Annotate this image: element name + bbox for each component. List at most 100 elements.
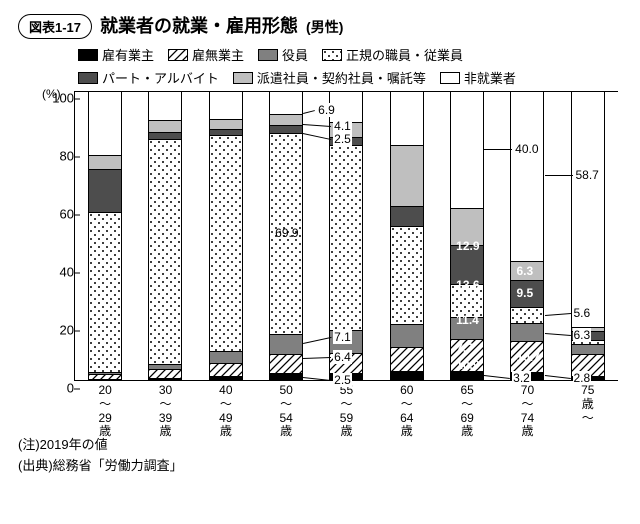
- bar-segment: [451, 284, 483, 317]
- bar-segment: [511, 307, 543, 323]
- category-slot: 75 歳 〜: [558, 91, 618, 380]
- bar-segment: [451, 245, 483, 284]
- legend-swatch: [440, 72, 460, 84]
- bar-segment: [451, 371, 483, 380]
- bar-segment: [149, 92, 181, 120]
- figure-header: 図表1-17 就業者の就業・雇用形態 (男性): [18, 12, 622, 39]
- bar-segment: [89, 212, 121, 372]
- bar-segment: [391, 226, 423, 324]
- footnotes: (注)2019年の値 (出典)総務省「労働力調査」: [18, 435, 622, 477]
- bar-segment: [451, 208, 483, 245]
- bar-segment: [210, 135, 242, 351]
- bar-segment: [270, 125, 302, 132]
- bar-segment: [391, 324, 423, 347]
- bar-segment: [270, 133, 302, 334]
- stacked-bar: [450, 91, 484, 380]
- bar-segment: [572, 331, 604, 340]
- y-tick-label: 20: [28, 323, 74, 338]
- x-tick-label: 55 〜 59 歳: [316, 380, 376, 439]
- y-tick-label: 60: [28, 207, 74, 222]
- figure-subtitle: (男性): [306, 17, 343, 37]
- bar-segment: [391, 92, 423, 145]
- category-slot: 20 〜 29 歳: [75, 91, 135, 380]
- bar-segment: [391, 206, 423, 226]
- bar-segment: [330, 92, 362, 122]
- category-slot: 70 〜 74 歳: [497, 91, 557, 380]
- footnote: (出典)総務省「労働力調査」: [18, 456, 622, 477]
- plot-area: 20 〜 29 歳30 〜 39 歳40 〜 49 歳50 〜 54 歳55 〜…: [75, 91, 618, 381]
- figure-badge: 図表1-17: [18, 14, 92, 39]
- bar-segment: [149, 139, 181, 364]
- category-slot: 55 〜 59 歳: [316, 91, 376, 380]
- bar-segment: [391, 371, 423, 380]
- bar-segment: [149, 132, 181, 139]
- bar-segment: [391, 347, 423, 371]
- bar-segment: [511, 280, 543, 307]
- bar-segment: [210, 351, 242, 363]
- bar-segment: [330, 122, 362, 136]
- legend-label: 正規の職員・従業員: [346, 45, 463, 64]
- legend-label: 雇有業主: [102, 45, 154, 64]
- category-slot: 30 〜 39 歳: [135, 91, 195, 380]
- stacked-bar: [571, 91, 605, 380]
- legend-swatch: [78, 49, 98, 61]
- bar-segment: [270, 354, 302, 372]
- x-tick-label: 40 〜 49 歳: [196, 380, 256, 439]
- legend-item: 雇有業主: [78, 45, 154, 64]
- bar-segment: [89, 169, 121, 212]
- y-tick-label: 100: [28, 91, 74, 106]
- bar-segment: [89, 155, 121, 169]
- x-tick-label: 65 〜 69 歳: [437, 380, 497, 439]
- chart: (%) 020406080100 20 〜 29 歳30 〜 39 歳40 〜 …: [28, 91, 622, 421]
- y-tick-label: 80: [28, 149, 74, 164]
- category-slot: 40 〜 49 歳: [196, 91, 256, 380]
- bar-segment: [511, 92, 543, 261]
- x-tick-label: 75 歳 〜: [558, 380, 618, 425]
- y-tick-label: 0: [28, 381, 74, 396]
- bar-segment: [511, 372, 543, 380]
- x-tick-label: 30 〜 39 歳: [135, 380, 195, 439]
- stacked-bar: [329, 91, 363, 380]
- legend-item: 非就業者: [440, 68, 516, 87]
- x-tick-label: 60 〜 64 歳: [377, 380, 437, 439]
- bar-segment: [149, 369, 181, 378]
- legend-swatch: [233, 72, 253, 84]
- legend-swatch: [258, 49, 278, 61]
- y-tick-label: 40: [28, 265, 74, 280]
- bar-segment: [451, 317, 483, 339]
- legend-swatch: [322, 49, 342, 61]
- legend-item: 派遣社員・契約社員・嘱託等: [233, 68, 426, 87]
- bar-segment: [149, 364, 181, 370]
- legend-item: パート・アルバイト: [78, 68, 219, 87]
- x-tick-label: 70 〜 74 歳: [497, 380, 557, 439]
- bar-segment: [391, 145, 423, 205]
- legend-label: 雇無業主: [192, 45, 244, 64]
- bar-segment: [89, 372, 121, 374]
- bar-segment: [572, 92, 604, 327]
- legend-label: 非就業者: [464, 68, 516, 87]
- stacked-bar: [390, 91, 424, 380]
- bar-segment: [210, 92, 242, 119]
- legend-item: 雇無業主: [168, 45, 244, 64]
- bar-segment: [270, 373, 302, 380]
- bar-segment: [451, 93, 483, 208]
- legend-item: 役員: [258, 45, 308, 64]
- bar-segment: [330, 353, 362, 373]
- bar-segment: [511, 341, 543, 372]
- stacked-bar: [510, 91, 544, 380]
- stacked-bar: [269, 91, 303, 380]
- bar-segment: [89, 92, 121, 155]
- legend-label: パート・アルバイト: [102, 68, 219, 87]
- category-slot: 60 〜 64 歳: [377, 91, 437, 380]
- x-tick-label: 50 〜 54 歳: [256, 380, 316, 439]
- bar-segment: [330, 373, 362, 380]
- bar-segment: [572, 354, 604, 376]
- legend-swatch: [168, 49, 188, 61]
- x-tick-label: 20 〜 29 歳: [75, 380, 135, 439]
- bar-segment: [572, 340, 604, 344]
- stacked-bar: [209, 91, 243, 380]
- category-slot: 65 〜 69 歳: [437, 91, 497, 380]
- bar-segment: [89, 374, 121, 379]
- bar-segment: [210, 129, 242, 135]
- legend-label: 派遣社員・契約社員・嘱託等: [257, 68, 426, 87]
